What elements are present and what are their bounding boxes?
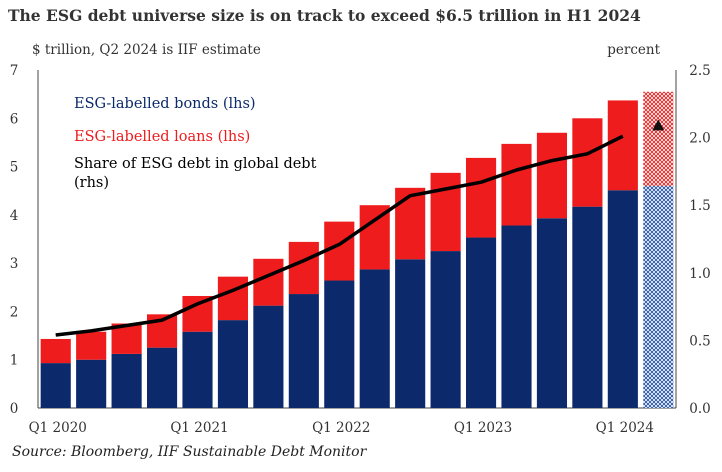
bar-bonds: [465, 237, 497, 408]
bar-loans: [643, 91, 674, 186]
bar-bonds: [182, 331, 213, 408]
bar-bonds: [501, 225, 532, 408]
right-axis-label: percent: [607, 42, 660, 58]
bar-loans: [536, 132, 568, 219]
bar-bonds: [76, 359, 107, 408]
bar-bonds: [607, 190, 638, 408]
x-tick-label: Q1 2024: [596, 420, 654, 436]
chart-title: The ESG debt universe size is on track t…: [8, 6, 641, 25]
legend-share: Share of ESG debt in global debt (rhs): [74, 156, 317, 191]
bar-loans: [359, 205, 390, 270]
bar-bonds: [146, 347, 178, 408]
bar-loans: [572, 118, 603, 207]
bar-loans: [501, 143, 532, 226]
left-y-tick-label: 0: [10, 401, 19, 417]
bar-bonds: [643, 185, 674, 408]
right-y-tick-label: 0.0: [689, 401, 710, 417]
left-y-tick-label: 2: [10, 304, 19, 320]
bar-bonds: [40, 363, 71, 408]
bar-bonds: [253, 305, 284, 408]
bar-bonds: [536, 218, 568, 408]
share-line: [55, 134, 624, 337]
bar-loans: [324, 221, 355, 281]
x-tick-label: Q1 2021: [170, 420, 228, 436]
bar-bonds: [217, 320, 249, 408]
left-y-tick-label: 5: [10, 160, 19, 176]
source-note: Source: Bloomberg, IIF Sustainable Debt …: [12, 444, 367, 460]
bar-loans: [465, 157, 497, 238]
bar-loans: [607, 100, 638, 191]
x-tick-label: Q1 2022: [312, 420, 370, 436]
left-y-tick-label: 1: [10, 353, 19, 369]
bar-bonds: [111, 353, 142, 408]
right-y-tick-label: 0.5: [689, 333, 710, 349]
bar-bonds: [395, 259, 426, 408]
bar-loans: [76, 331, 107, 360]
bar-bonds: [430, 251, 461, 408]
bar-bonds: [359, 269, 390, 408]
x-tick-label: Q1 2020: [29, 420, 87, 436]
estimate-triangle-marker: [652, 119, 665, 131]
bar-bonds: [572, 206, 603, 408]
right-y-tick-label: 1.5: [689, 198, 710, 214]
legend-bonds: ESG-labelled bonds (lhs): [74, 96, 256, 112]
left-y-tick-label: 3: [10, 256, 19, 272]
bar-loans: [253, 258, 284, 306]
left-axis-label: $ trillion, Q2 2024 is IIF estimate: [32, 42, 261, 58]
bar-bonds: [324, 280, 355, 408]
left-y-tick-label: 4: [10, 208, 19, 224]
bar-loans: [40, 338, 71, 364]
bar-loans: [288, 241, 319, 295]
right-y-tick-label: 1.0: [689, 266, 710, 282]
bar-loans: [430, 172, 461, 252]
bar-loans: [217, 276, 249, 321]
bar-bonds: [288, 294, 319, 408]
left-y-tick-label: 7: [10, 63, 19, 79]
bar-loans: [395, 187, 426, 260]
right-y-tick-label: 2.5: [689, 63, 710, 79]
legend-loans: ESG-labelled loans (lhs): [74, 129, 250, 145]
right-y-tick-label: 2.0: [689, 131, 710, 147]
left-y-tick-label: 6: [10, 111, 19, 127]
x-tick-label: Q1 2023: [454, 420, 512, 436]
